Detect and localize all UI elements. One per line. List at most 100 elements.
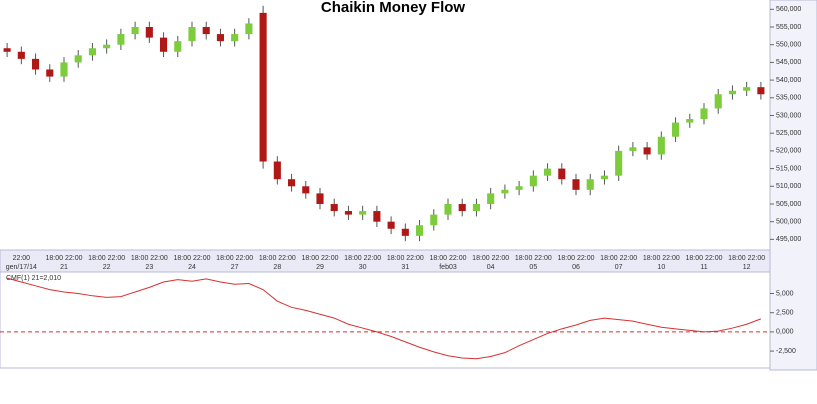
x-tick-label: 27 [231,264,239,271]
candle-body [558,168,566,180]
x-time-label: 18:00 22:00 [344,255,381,262]
candle-body [32,58,40,70]
candle-body [359,211,367,215]
x-time-label: 18:00 22:00 [728,255,765,262]
candle-body [714,94,722,109]
y-tick-label: 2,500 [776,310,794,317]
x-tick-label: 21 [60,264,68,271]
x-time-label: 18:00 22:00 [88,255,125,262]
x-time-label: 18:00 22:00 [515,255,552,262]
x-tick-label: 07 [615,264,623,271]
candle-body [586,179,594,190]
candle-body [672,122,680,137]
chart-title: Chaikin Money Flow [321,0,466,16]
candle-body [74,55,82,63]
candle-body [330,203,338,212]
candle-body [643,147,651,155]
x-time-label: 18:00 22:00 [302,255,339,262]
x-time-label: 18:00 22:00 [259,255,296,262]
x-time-label: 18:00 22:00 [131,255,168,262]
candle-body [344,211,352,215]
candle-body [288,179,296,187]
candle-body [245,23,253,35]
candle-body [131,27,139,35]
x-tick-label: 31 [401,264,409,271]
candle-body [188,27,196,42]
x-tick-label: 10 [657,264,665,271]
candle-body [216,34,224,42]
x-time-label: 18:00 22:00 [686,255,723,262]
x-time-label: 18:00 22:00 [387,255,424,262]
y-tick-label: 535,000 [776,95,801,102]
y-tick-label: 495,000 [776,236,801,243]
candle-body [60,62,68,77]
x-time-label: 18:00 22:00 [46,255,83,262]
candle-body [302,186,310,194]
candle-body [387,221,395,229]
y-tick-label: -2,500 [776,348,796,355]
y-tick-label: 545,000 [776,59,801,66]
candle-body [501,189,509,194]
candle-body [401,228,409,236]
x-tick-label: 04 [487,264,495,271]
x-tick-label: 23 [145,264,153,271]
candle-body [259,12,267,162]
x-time-label: 22:00 [13,255,31,262]
candle-body [686,119,694,123]
candle-body [529,175,537,187]
candle-body [629,147,637,151]
x-tick-label: 30 [359,264,367,271]
x-time-label: 18:00 22:00 [472,255,509,262]
y-tick-label: 525,000 [776,130,801,137]
candle-body [145,27,153,38]
y-tick-label: 515,000 [776,165,801,172]
x-tick-label: 11 [700,264,707,271]
candle-body [160,37,168,52]
x-time-label: 18:00 22:00 [430,255,467,262]
y-tick-label: 500,000 [776,219,801,226]
legend-label: CMF(1) 21=2,010 [6,275,61,282]
y-tick-label: 510,000 [776,183,801,190]
x-time-label: 18:00 22:00 [600,255,637,262]
candle-body [273,161,281,180]
x-tick-label: 12 [743,264,751,271]
candle-body [487,193,495,204]
x-time-label: 18:00 22:00 [216,255,253,262]
candle-body [373,211,381,222]
candle-body [17,51,25,59]
y-tick-label: 540,000 [776,77,801,84]
cmf-line [6,277,762,360]
y-tick-label: 520,000 [776,148,801,155]
candle-body [728,90,736,95]
indicator-pane [0,271,771,369]
candle-body [103,44,111,49]
candle-body [46,69,54,77]
x-tick-label: feb03 [439,264,457,271]
candle-body [657,136,665,155]
y-tick-label: 555,000 [776,24,801,31]
y-tick-label: 0,000 [776,329,794,336]
candle-body [202,27,210,35]
x-time-label: 18:00 22:00 [174,255,211,262]
candle-body [316,193,324,204]
candle-body [572,179,580,190]
y-tick-label: 560,000 [776,6,801,13]
x-tick-label: 28 [273,264,281,271]
x-tick-label: 22 [103,264,111,271]
x-tick-label: 06 [572,264,580,271]
candle-body [757,87,765,95]
candle-body [430,214,438,226]
candle-body [600,175,608,180]
candle-body [88,48,96,56]
right-axis-strip [769,0,817,371]
candle-body [416,225,424,236]
candle-body [472,203,480,212]
candle-body [743,87,751,91]
candle-body [444,203,452,215]
candle-body [544,168,552,176]
x-time-label: 18:00 22:00 [643,255,680,262]
candle-body [231,34,239,42]
candle-body [117,34,125,45]
x-tick-label: 24 [188,264,196,271]
